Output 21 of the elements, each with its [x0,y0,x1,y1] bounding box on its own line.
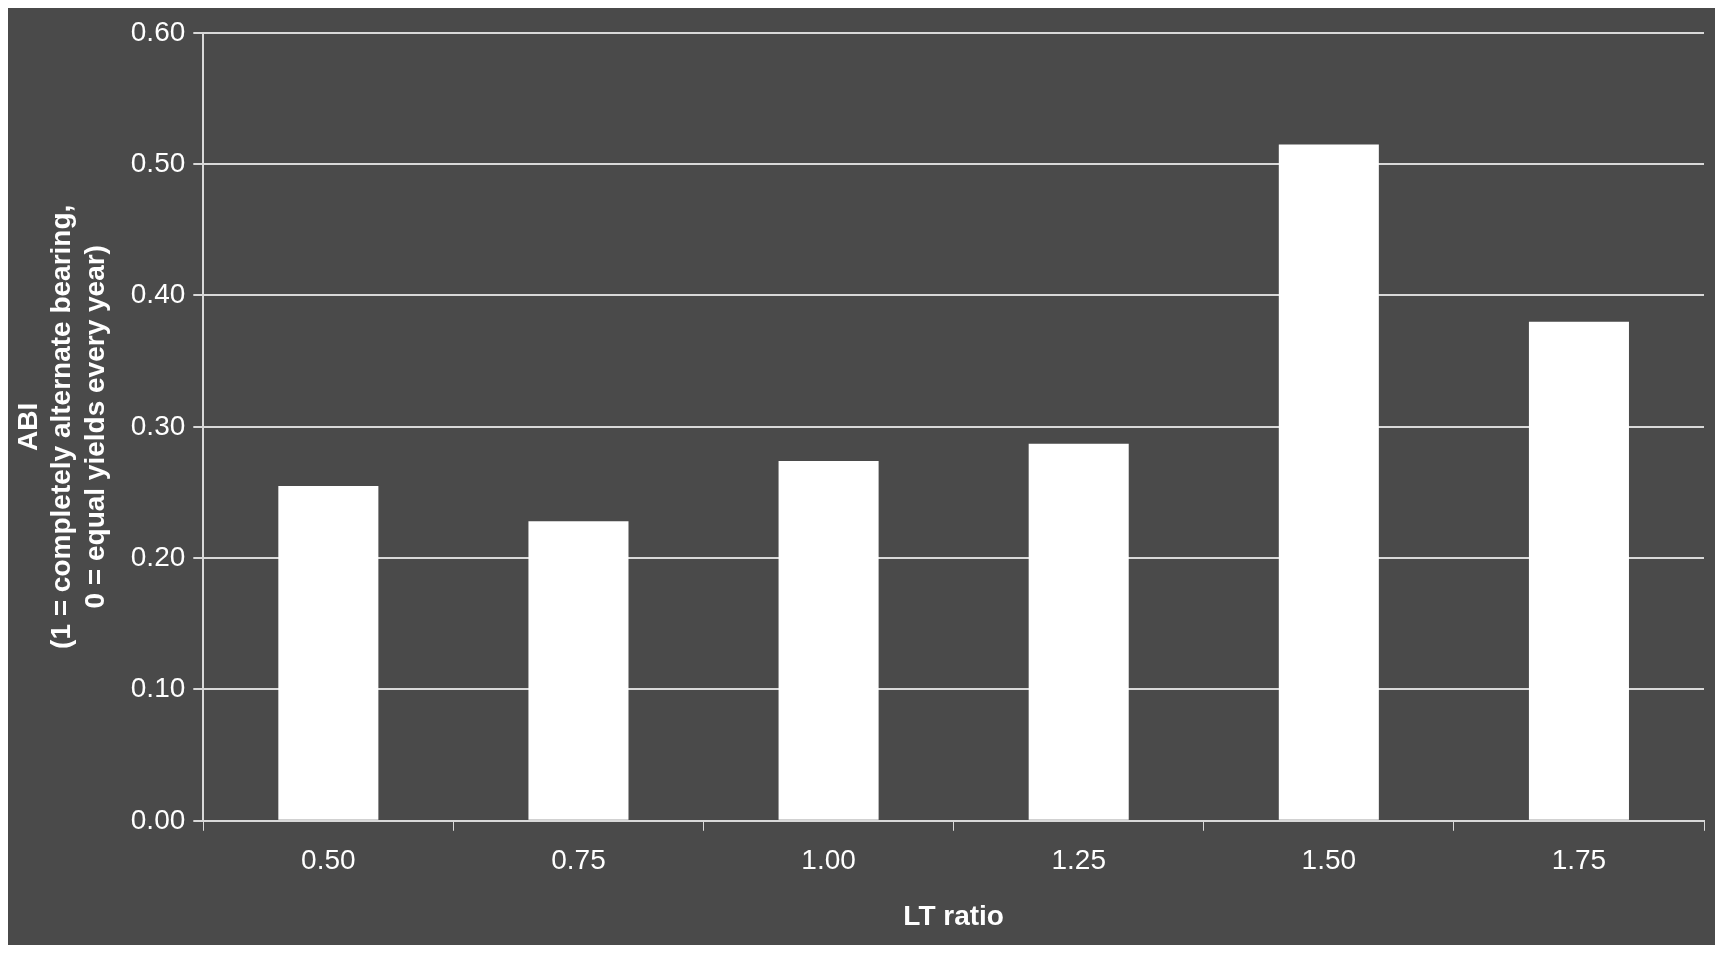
y-tick-label: 0.50 [130,146,186,178]
bar [528,521,629,820]
bar [278,485,379,820]
y-tick-label: 0.60 [130,15,186,47]
x-tick-label: 1.00 [801,844,856,876]
y-tick-label: 0.30 [130,409,186,441]
x-tick-label: 1.25 [1051,844,1106,876]
bar [1528,321,1629,820]
y-tick-label: 0.00 [130,803,186,835]
x-tick-label: 1.75 [1551,844,1607,876]
x-tick-label: 0.50 [301,844,356,876]
x-axis-title: LT ratio [903,899,1004,931]
x-tick-label: 0.75 [551,844,606,876]
y-axis-title: ABI (1 = completely alternate bearing, 0 = equal yields every year) [11,204,110,649]
x-tick-label: 1.50 [1301,844,1357,876]
y-tick-label: 0.20 [130,540,186,572]
bar [1278,144,1379,820]
bar [1028,443,1129,820]
bar [778,460,879,820]
y-tick-label: 0.10 [130,672,186,704]
y-tick-label: 0.40 [130,278,186,310]
